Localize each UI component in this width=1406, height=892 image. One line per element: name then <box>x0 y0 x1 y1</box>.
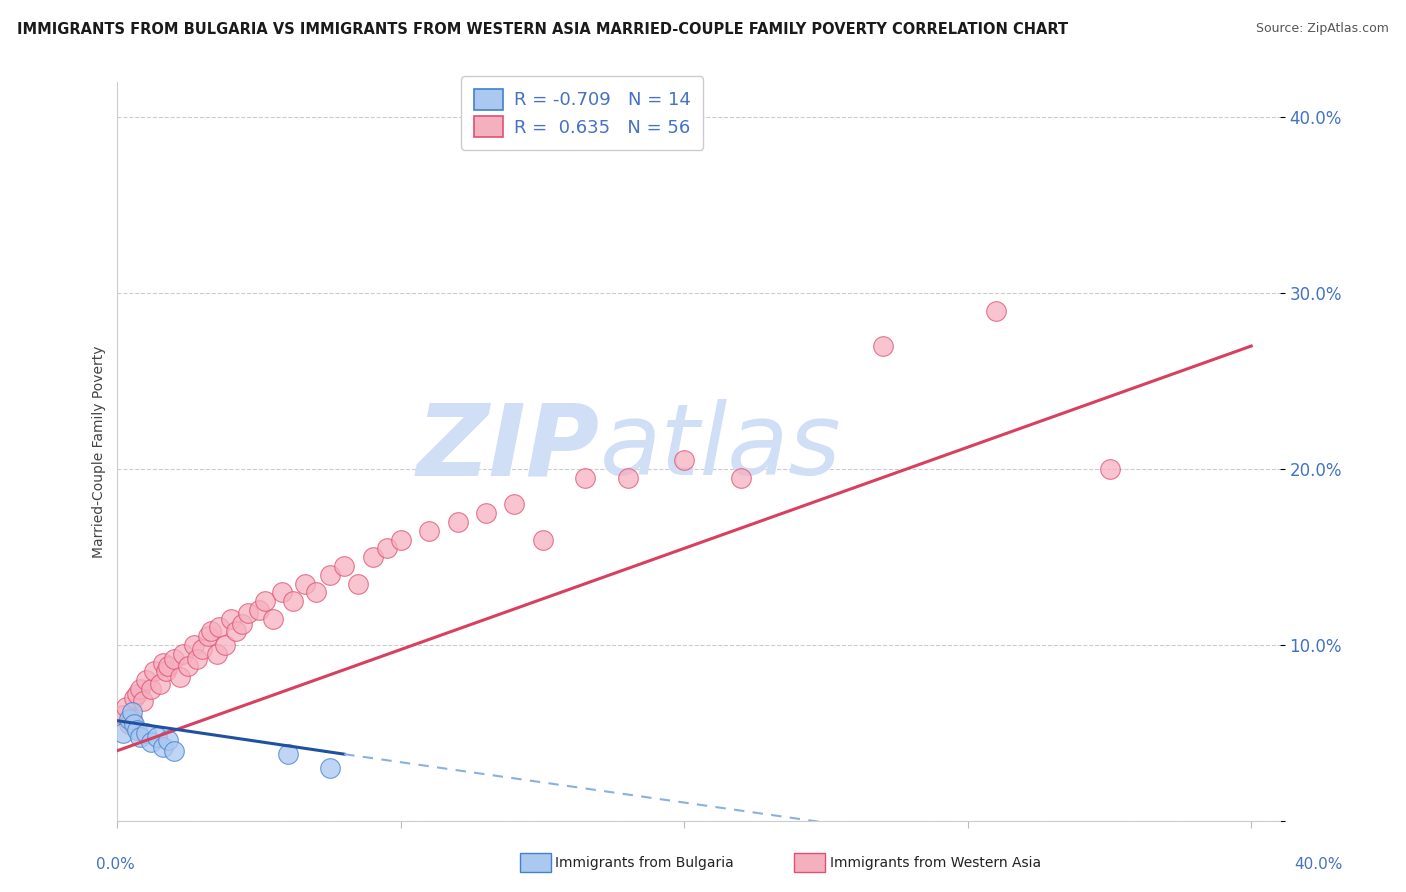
Text: Immigrants from Western Asia: Immigrants from Western Asia <box>830 856 1040 871</box>
Point <box>236 607 259 621</box>
Point <box>172 647 194 661</box>
Point <box>186 652 208 666</box>
Point <box>149 677 172 691</box>
Point <box>872 339 894 353</box>
Point <box>208 620 231 634</box>
Text: ZIP: ZIP <box>416 400 600 496</box>
Text: 0.0%: 0.0% <box>96 857 135 872</box>
Point <box>503 497 526 511</box>
Legend: R = -0.709   N = 14, R =  0.635   N = 56: R = -0.709 N = 14, R = 0.635 N = 56 <box>461 77 703 150</box>
Point <box>231 617 253 632</box>
Text: 40.0%: 40.0% <box>1295 857 1343 872</box>
Point <box>135 673 157 688</box>
Point <box>205 647 228 661</box>
Point <box>375 541 398 556</box>
Point <box>197 629 219 643</box>
Point <box>389 533 412 547</box>
Point <box>141 681 163 696</box>
Point <box>157 659 180 673</box>
Text: Immigrants from Bulgaria: Immigrants from Bulgaria <box>555 856 734 871</box>
Point <box>475 506 498 520</box>
Point <box>270 585 292 599</box>
Point <box>616 471 638 485</box>
Point <box>143 665 166 679</box>
Point <box>127 687 149 701</box>
Point <box>152 740 174 755</box>
Point <box>157 733 180 747</box>
Point <box>574 471 596 485</box>
Point <box>129 681 152 696</box>
Point <box>262 612 284 626</box>
Point <box>177 659 200 673</box>
Point <box>283 594 305 608</box>
Point <box>730 471 752 485</box>
Point <box>333 558 356 573</box>
Point <box>319 761 342 775</box>
Point <box>418 524 440 538</box>
Point <box>152 656 174 670</box>
Point <box>129 730 152 744</box>
Point <box>253 594 276 608</box>
Point <box>163 652 186 666</box>
Point <box>319 567 342 582</box>
Text: atlas: atlas <box>600 400 841 496</box>
Point <box>294 576 316 591</box>
Point <box>247 603 270 617</box>
Point <box>132 694 155 708</box>
Point <box>118 717 141 731</box>
Point <box>115 699 138 714</box>
Point <box>673 453 696 467</box>
Point <box>305 585 328 599</box>
Point <box>1098 462 1121 476</box>
Point <box>225 624 247 638</box>
Text: IMMIGRANTS FROM BULGARIA VS IMMIGRANTS FROM WESTERN ASIA MARRIED-COUPLE FAMILY P: IMMIGRANTS FROM BULGARIA VS IMMIGRANTS F… <box>17 22 1069 37</box>
Point <box>169 670 191 684</box>
Point <box>135 726 157 740</box>
Point <box>446 515 468 529</box>
Point <box>183 638 205 652</box>
Point <box>124 690 146 705</box>
Point <box>347 576 370 591</box>
Point <box>361 550 384 565</box>
Point <box>121 712 143 726</box>
Point <box>531 533 554 547</box>
Point <box>112 708 135 723</box>
Point <box>200 624 222 638</box>
Point <box>276 747 298 761</box>
Point <box>124 717 146 731</box>
Point <box>127 723 149 737</box>
Point <box>146 730 169 744</box>
Y-axis label: Married-Couple Family Poverty: Married-Couple Family Poverty <box>93 345 107 558</box>
Point <box>112 726 135 740</box>
Point <box>163 744 186 758</box>
Point <box>118 712 141 726</box>
Point <box>984 303 1007 318</box>
Text: Source: ZipAtlas.com: Source: ZipAtlas.com <box>1256 22 1389 36</box>
Point <box>155 665 177 679</box>
Point <box>141 735 163 749</box>
Point <box>214 638 236 652</box>
Point <box>191 641 214 656</box>
Point <box>121 705 143 719</box>
Point <box>219 612 242 626</box>
